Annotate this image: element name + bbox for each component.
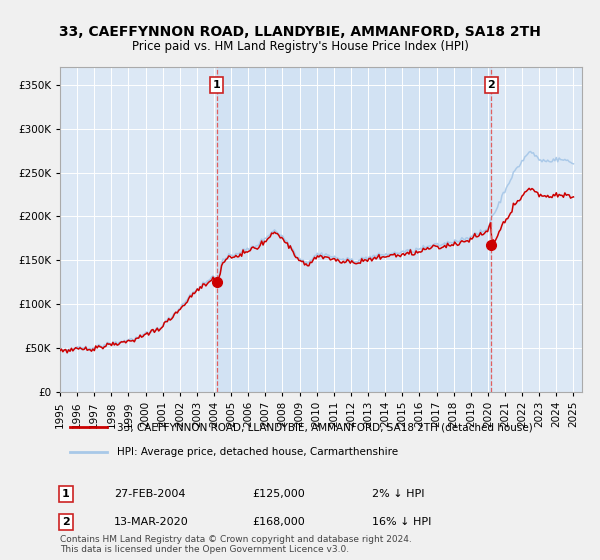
Bar — [217, 67, 491, 392]
Text: 2: 2 — [487, 80, 495, 90]
Text: HPI: Average price, detached house, Carmarthenshire: HPI: Average price, detached house, Carm… — [118, 447, 398, 457]
Text: 1: 1 — [213, 80, 220, 90]
Text: 2% ↓ HPI: 2% ↓ HPI — [372, 489, 425, 499]
Text: 16% ↓ HPI: 16% ↓ HPI — [372, 517, 431, 527]
Text: 33, CAEFFYNNON ROAD, LLANDYBIE, AMMANFORD, SA18 2TH (detached house): 33, CAEFFYNNON ROAD, LLANDYBIE, AMMANFOR… — [118, 422, 533, 432]
Text: £125,000: £125,000 — [252, 489, 305, 499]
Text: 1: 1 — [62, 489, 70, 499]
Text: 2: 2 — [62, 517, 70, 527]
Text: Contains HM Land Registry data © Crown copyright and database right 2024.
This d: Contains HM Land Registry data © Crown c… — [60, 535, 412, 554]
Text: 27-FEB-2004: 27-FEB-2004 — [114, 489, 185, 499]
Text: 33, CAEFFYNNON ROAD, LLANDYBIE, AMMANFORD, SA18 2TH: 33, CAEFFYNNON ROAD, LLANDYBIE, AMMANFOR… — [59, 25, 541, 39]
Text: Price paid vs. HM Land Registry's House Price Index (HPI): Price paid vs. HM Land Registry's House … — [131, 40, 469, 53]
Text: 13-MAR-2020: 13-MAR-2020 — [114, 517, 189, 527]
Text: £168,000: £168,000 — [252, 517, 305, 527]
